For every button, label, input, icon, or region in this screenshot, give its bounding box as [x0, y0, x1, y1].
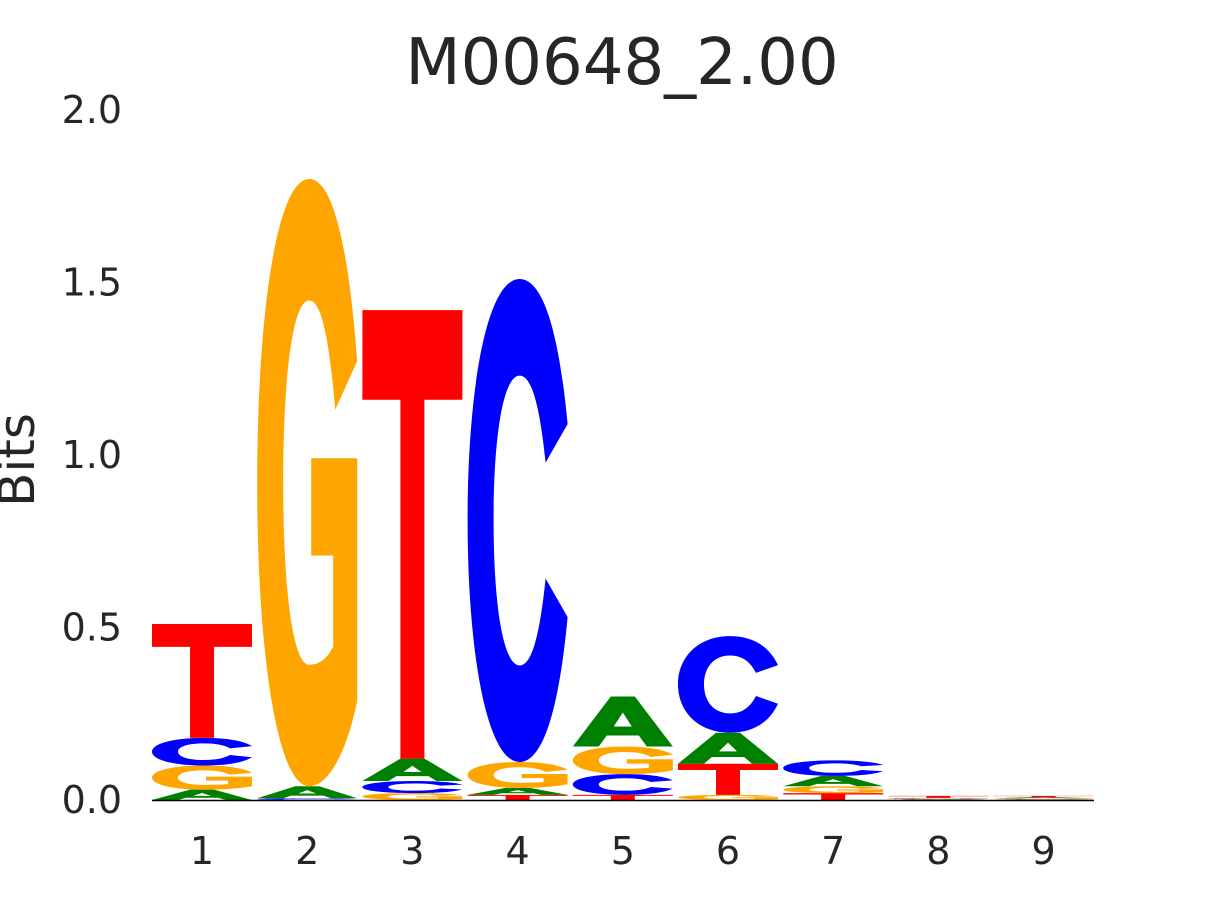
- x-tick-label: 6: [716, 829, 740, 873]
- x-tick-label: 3: [400, 829, 424, 873]
- position-stack-2: [257, 179, 358, 800]
- logo-letter-G: [467, 762, 568, 788]
- logo-letter-T: [572, 794, 673, 800]
- position-stack-4: [467, 279, 568, 800]
- logo-letter-C: [257, 798, 358, 800]
- logo-letter-A: [783, 775, 884, 787]
- logo-letter-T: [888, 795, 989, 798]
- logo-letter-A: [467, 787, 568, 795]
- logo-letter-C: [888, 798, 989, 800]
- position-stack-7: [783, 760, 884, 800]
- logo-letter-A: [572, 696, 673, 747]
- logo-letter-C: [678, 636, 778, 733]
- position-stack-9: [993, 795, 1094, 800]
- x-tick-label: 7: [821, 829, 845, 873]
- y-axis-ticks: 0.0 0.5 1.0 1.5 2.0: [62, 88, 122, 822]
- logo-letter-G: [152, 765, 252, 790]
- y-axis-label: Bits: [0, 413, 46, 507]
- position-stack-8: [888, 795, 989, 800]
- y-tick-label: 1.5: [62, 261, 122, 305]
- position-stack-6: [678, 636, 778, 800]
- x-tick-label: 9: [1032, 829, 1056, 873]
- logo-letter-T: [993, 795, 1094, 798]
- position-stack-3: [362, 310, 463, 800]
- logo-letter-G: [783, 786, 884, 794]
- logo-letter-G: [888, 797, 989, 799]
- logo-letter-C: [783, 760, 884, 776]
- logo-letter-G: [257, 179, 358, 787]
- x-tick-label: 2: [295, 829, 319, 873]
- y-tick-label: 1.0: [62, 433, 122, 477]
- logo-letter-A: [152, 789, 252, 800]
- y-tick-label: 0.0: [62, 778, 122, 822]
- logo-letter-A: [362, 758, 463, 782]
- x-tick-label: 5: [611, 829, 635, 873]
- logo-letter-C: [572, 774, 673, 795]
- logo-letter-T: [152, 624, 252, 738]
- chart-title: M00648_2.00: [405, 26, 838, 100]
- logo-letter-A: [257, 786, 358, 799]
- x-tick-label: 1: [190, 829, 214, 873]
- x-axis-ticks: 1 2 3 4 5 6 7 8 9: [190, 829, 1056, 873]
- x-tick-label: 8: [926, 829, 950, 873]
- y-tick-label: 0.5: [62, 606, 122, 650]
- logo-letter-T: [362, 310, 463, 759]
- logo-letter-C: [467, 279, 568, 763]
- logo-letter-C: [152, 737, 252, 766]
- y-tick-label: 2.0: [62, 88, 122, 132]
- position-stack-5: [572, 696, 673, 800]
- logo-letter-T: [678, 763, 778, 795]
- logo-letter-G: [678, 794, 778, 800]
- letter-stacks: [152, 179, 1094, 800]
- logo-letter-G: [362, 793, 463, 800]
- logo-letter-T: [467, 794, 568, 800]
- logo-letter-C: [362, 781, 463, 794]
- logo-letter-A: [678, 732, 778, 764]
- logo-letter-G: [572, 746, 673, 775]
- position-stack-1: [152, 624, 252, 800]
- logo-letter-T: [783, 793, 884, 800]
- logo-letter-A: [993, 797, 1094, 799]
- x-tick-label: 4: [506, 829, 530, 873]
- logo-letter-G: [993, 798, 1094, 800]
